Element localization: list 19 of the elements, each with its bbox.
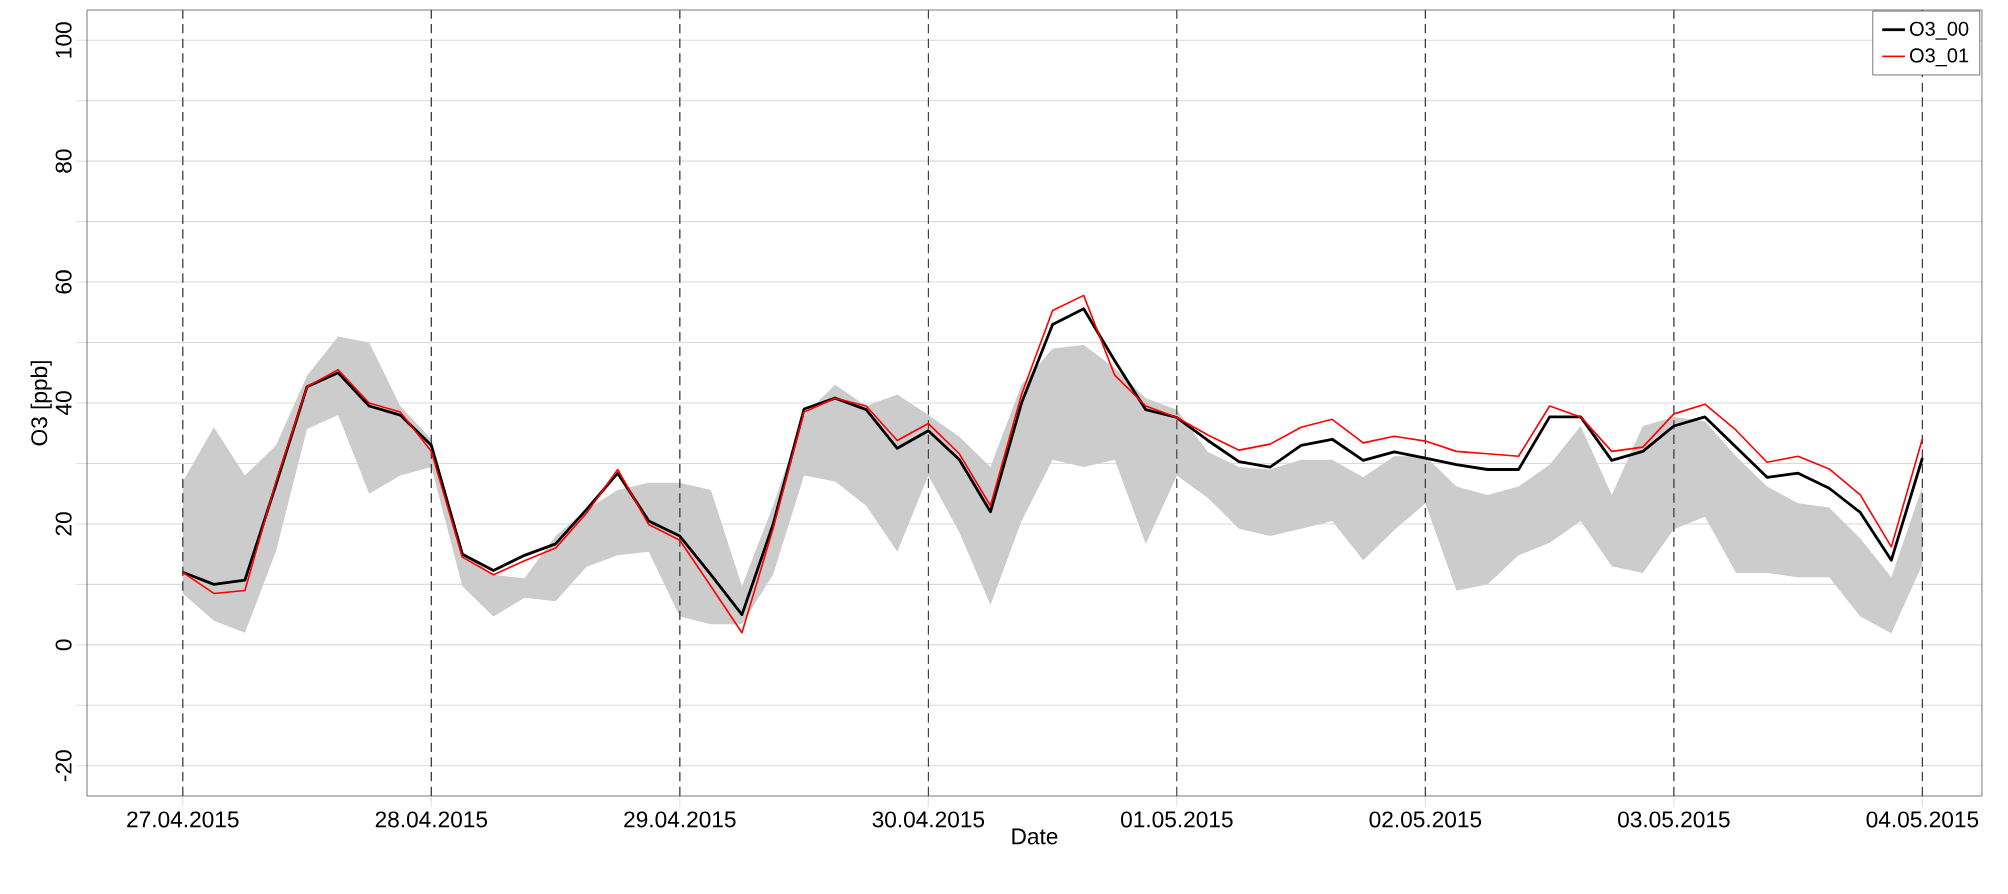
y-tick-label: 20	[55, 512, 72, 536]
legend-label: O3_01	[1910, 48, 1969, 67]
y-tick-label: 80	[55, 149, 72, 173]
x-tick-label: 02.05.2015	[1369, 811, 1482, 828]
x-tick-label: 30.04.2015	[872, 811, 985, 828]
y-tick-label: 60	[55, 270, 72, 294]
x-tick-label: 28.04.2015	[375, 811, 488, 828]
y-tick-label: -20	[55, 750, 72, 782]
y-tick-label: 40	[55, 391, 72, 416]
y-tick-label: 0	[55, 639, 72, 651]
x-tick-label: 27.04.2015	[127, 811, 239, 828]
x-tick-label: 29.04.2015	[624, 811, 736, 828]
x-tick-label: 04.05.2015	[1866, 811, 1979, 828]
legend-label: O3_00	[1910, 21, 1969, 40]
x-tick-label: 03.05.2015	[1618, 811, 1730, 828]
y-axis-title: O3 [ppb]	[30, 361, 52, 446]
y-tick-label: 100	[55, 22, 72, 58]
x-axis-title: Date	[1012, 828, 1058, 845]
x-tick-label: 01.05.2015	[1121, 811, 1233, 828]
